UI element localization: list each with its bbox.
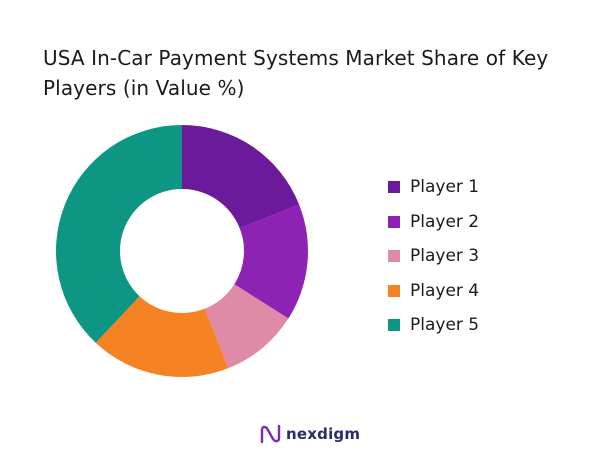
legend-swatch <box>388 181 400 194</box>
legend-item-player-2: Player 2 <box>388 205 479 240</box>
legend-label: Player 2 <box>410 211 480 232</box>
legend-label: Player 1 <box>410 177 480 198</box>
donut-slice-player-3 <box>204 284 289 369</box>
legend-item-player-1: Player 1 <box>388 170 479 205</box>
legend-swatch <box>388 319 400 332</box>
brand-footer: nexdigm <box>260 424 360 444</box>
legend-swatch <box>388 215 400 228</box>
legend-item-player-4: Player 4 <box>388 274 479 309</box>
nexdigm-logo-icon <box>260 424 281 444</box>
donut-slice-player-5 <box>56 125 182 343</box>
legend-item-player-3: Player 3 <box>388 239 479 274</box>
donut-slice-player-4 <box>95 296 229 377</box>
legend-item-player-5: Player 5 <box>388 308 479 343</box>
chart-legend: Player 1 Player 2 Player 3 Player 4 Player 5 <box>388 170 479 343</box>
legend-label: Player 3 <box>410 246 480 267</box>
donut-slice-player-2 <box>234 204 309 319</box>
donut-slice-player-1 <box>182 125 300 229</box>
legend-label: Player 4 <box>410 280 480 301</box>
legend-label: Player 5 <box>410 315 480 336</box>
legend-swatch <box>388 250 400 263</box>
legend-swatch <box>388 284 400 297</box>
brand-name: nexdigm <box>286 425 361 443</box>
chart-title: USA In-Car Payment Systems Market Share … <box>43 46 549 100</box>
